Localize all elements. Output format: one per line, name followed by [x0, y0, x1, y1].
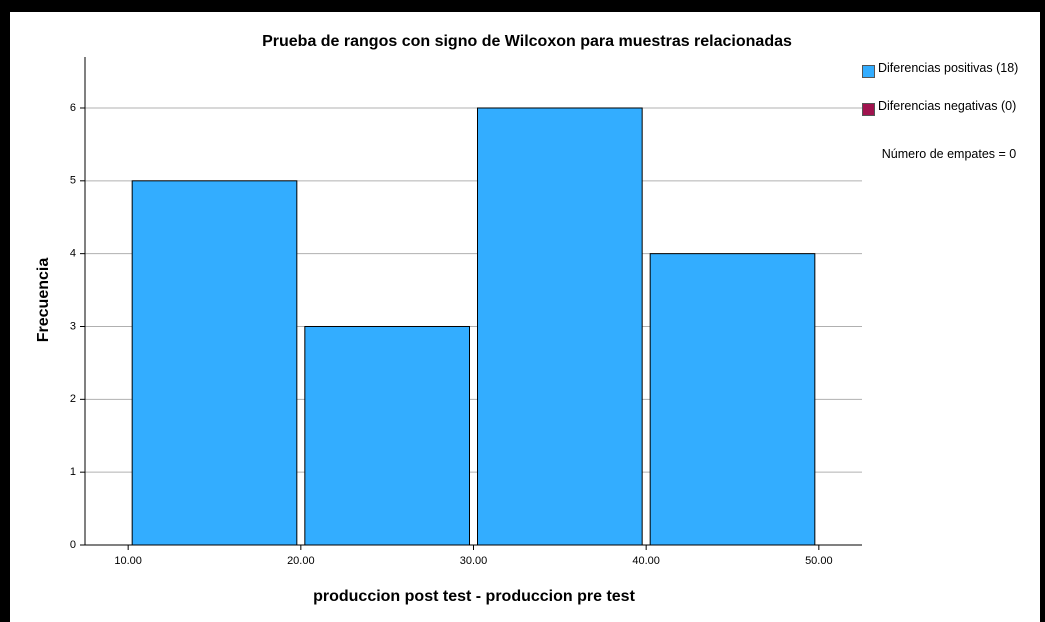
y-tick-label: 1	[70, 466, 76, 478]
bar	[304, 325, 471, 546]
y-axis-label: Frecuencia	[35, 258, 52, 343]
legend-item: Diferencias positivas (18)	[862, 62, 1033, 78]
legend-swatch	[862, 65, 875, 78]
y-tick-label: 5	[70, 175, 76, 187]
chart-title: Prueba de rangos con signo de Wilcoxon p…	[262, 33, 792, 50]
legend-item: Diferencias negativas (0)	[862, 100, 1033, 116]
x-tick-label: 40.00	[632, 555, 660, 567]
y-tick-label: 2	[70, 393, 76, 405]
x-tick-label: 50.00	[805, 555, 833, 567]
y-tick-label: 4	[70, 248, 76, 260]
bar	[131, 180, 298, 546]
x-tick-label: 30.00	[460, 555, 488, 567]
x-tick-label: 10.00	[114, 555, 142, 567]
y-tick-label: 3	[70, 320, 76, 332]
bar	[477, 107, 643, 546]
bar	[649, 253, 816, 546]
y-tick-label: 6	[70, 102, 76, 114]
legend-swatch	[862, 103, 875, 116]
y-tick-label: 0	[70, 539, 76, 551]
x-axis-label: produccion post test - produccion pre te…	[313, 588, 635, 605]
legend-label: Diferencias positivas (18)	[878, 61, 1019, 75]
legend-label: Diferencias negativas (0)	[878, 99, 1017, 113]
x-tick-label: 20.00	[287, 555, 315, 567]
annotation: Número de empates = 0	[881, 147, 1017, 161]
